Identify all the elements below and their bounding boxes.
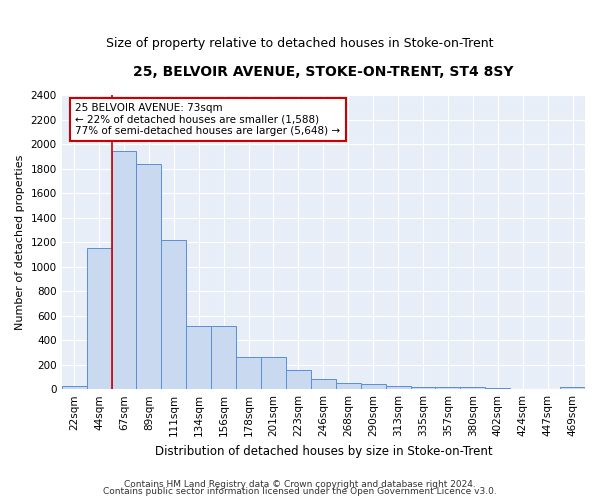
Bar: [485, 388, 510, 389]
Bar: [62, 386, 86, 389]
Bar: [510, 388, 535, 389]
Bar: [86, 248, 112, 389]
Bar: [410, 386, 436, 389]
Bar: [112, 150, 136, 389]
Text: Contains public sector information licensed under the Open Government Licence v3: Contains public sector information licen…: [103, 488, 497, 496]
X-axis label: Distribution of detached houses by size in Stoke-on-Trent: Distribution of detached houses by size …: [155, 444, 492, 458]
Text: 25 BELVOIR AVENUE: 73sqm
← 22% of detached houses are smaller (1,588)
77% of sem: 25 BELVOIR AVENUE: 73sqm ← 22% of detach…: [76, 103, 340, 136]
Bar: [436, 388, 460, 389]
Bar: [311, 380, 336, 389]
Text: Size of property relative to detached houses in Stoke-on-Trent: Size of property relative to detached ho…: [106, 38, 494, 51]
Bar: [560, 388, 585, 389]
Bar: [460, 388, 485, 389]
Bar: [386, 386, 410, 389]
Bar: [286, 370, 311, 389]
Bar: [236, 356, 261, 389]
Bar: [136, 164, 161, 389]
Text: Contains HM Land Registry data © Crown copyright and database right 2024.: Contains HM Land Registry data © Crown c…: [124, 480, 476, 489]
Title: 25, BELVOIR AVENUE, STOKE-ON-TRENT, ST4 8SY: 25, BELVOIR AVENUE, STOKE-ON-TRENT, ST4 …: [133, 65, 514, 79]
Bar: [211, 326, 236, 389]
Bar: [186, 326, 211, 389]
Bar: [361, 384, 386, 389]
Bar: [161, 240, 186, 389]
Bar: [261, 356, 286, 389]
Y-axis label: Number of detached properties: Number of detached properties: [15, 154, 25, 330]
Bar: [336, 383, 361, 389]
